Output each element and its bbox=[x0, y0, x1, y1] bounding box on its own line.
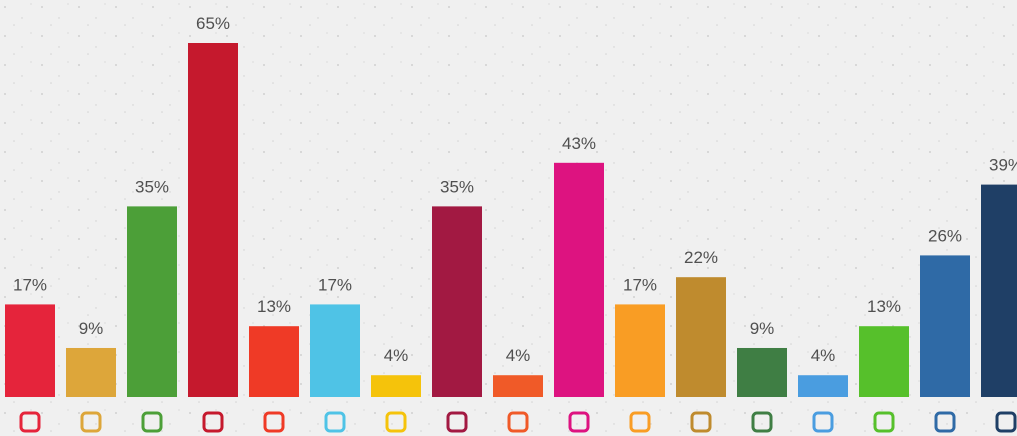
value-label: 13% bbox=[257, 297, 291, 316]
bar bbox=[188, 43, 238, 397]
goal-icon bbox=[446, 411, 468, 433]
value-label: 35% bbox=[440, 177, 474, 196]
bar bbox=[493, 375, 543, 397]
value-label: 65% bbox=[196, 14, 230, 33]
bar bbox=[127, 206, 177, 397]
value-label: 39% bbox=[989, 156, 1017, 175]
goal-icon bbox=[629, 411, 651, 433]
bar bbox=[310, 304, 360, 397]
goal-icon bbox=[507, 411, 529, 433]
value-label: 4% bbox=[384, 346, 409, 365]
value-label: 17% bbox=[623, 275, 657, 294]
value-label: 13% bbox=[867, 297, 901, 316]
bar bbox=[737, 347, 787, 397]
value-label: 22% bbox=[684, 248, 718, 267]
bar bbox=[554, 162, 604, 397]
bar bbox=[676, 277, 726, 397]
value-label: 17% bbox=[13, 275, 47, 294]
goal-icon bbox=[19, 411, 41, 433]
goal-icon bbox=[690, 411, 712, 433]
goal-icon bbox=[80, 411, 102, 433]
goal-icon bbox=[263, 411, 285, 433]
value-label: 9% bbox=[79, 319, 104, 338]
value-label: 17% bbox=[318, 275, 352, 294]
bar bbox=[432, 206, 482, 397]
bar bbox=[5, 304, 55, 397]
bar bbox=[798, 375, 848, 397]
goal-icon bbox=[873, 411, 895, 433]
bar bbox=[981, 184, 1017, 397]
value-label: 4% bbox=[506, 346, 531, 365]
goal-icon bbox=[934, 411, 956, 433]
goal-icon bbox=[568, 411, 590, 433]
value-label: 35% bbox=[135, 177, 169, 196]
goal-icon bbox=[385, 411, 407, 433]
bar bbox=[249, 326, 299, 397]
goal-icon bbox=[995, 411, 1017, 433]
bar bbox=[859, 326, 909, 397]
goal-icon bbox=[202, 411, 224, 433]
bar bbox=[66, 347, 116, 397]
goal-icon bbox=[324, 411, 346, 433]
value-label: 26% bbox=[928, 226, 962, 245]
value-label: 9% bbox=[750, 319, 775, 338]
goal-icon bbox=[751, 411, 773, 433]
value-label: 4% bbox=[811, 346, 836, 365]
goal-icon bbox=[141, 411, 163, 433]
value-label: 43% bbox=[562, 134, 596, 153]
bar bbox=[615, 304, 665, 397]
bar bbox=[371, 375, 421, 397]
goal-icon bbox=[812, 411, 834, 433]
bar bbox=[920, 255, 970, 397]
